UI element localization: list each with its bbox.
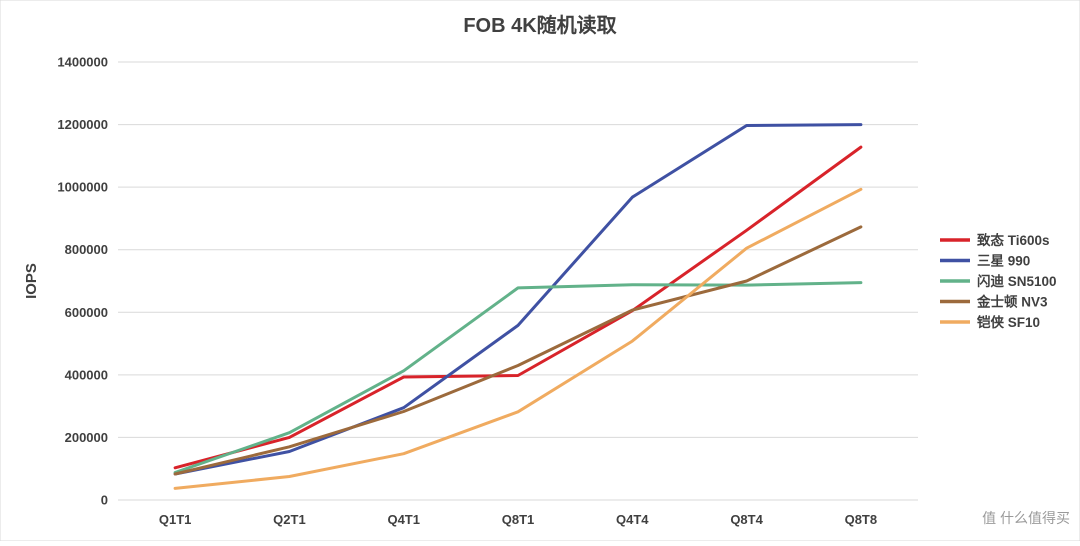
y-tick-label: 600000 [65, 305, 108, 320]
x-tick-label: Q8T1 [502, 512, 535, 527]
y-tick-label: 0 [101, 493, 108, 508]
legend-label: 三星 990 [977, 254, 1030, 269]
series-line [173, 145, 863, 470]
x-tick-label: Q2T1 [273, 512, 306, 527]
series-line [173, 123, 863, 476]
chart-title: FOB 4K随机读取 [463, 13, 616, 37]
y-tick-label: 1000000 [57, 180, 108, 195]
x-tick-label: Q4T4 [616, 512, 649, 527]
y-tick-label: 200000 [65, 430, 108, 445]
x-tick-label: Q1T1 [159, 512, 192, 527]
x-tick-label: Q4T1 [387, 512, 420, 527]
x-tick-label: Q8T4 [730, 512, 763, 527]
legend-label: 铠侠 SF10 [977, 314, 1040, 330]
y-tick-label: 1200000 [57, 117, 108, 132]
legend-label: 致态 Ti600s [977, 232, 1050, 248]
y-axis-label: IOPS [23, 263, 40, 299]
y-tick-label: 1400000 [57, 55, 108, 70]
series-line [173, 281, 863, 474]
legend-label: 金士顿 NV3 [976, 294, 1048, 310]
watermark: 值 什么值得买 [982, 510, 1070, 526]
legend-label: 闪迪 SN5100 [977, 273, 1057, 289]
x-tick-label: Q8T8 [845, 512, 878, 527]
series-line [173, 187, 863, 490]
y-tick-label: 800000 [65, 242, 108, 257]
series-line [173, 225, 863, 476]
y-tick-label: 400000 [65, 367, 108, 382]
